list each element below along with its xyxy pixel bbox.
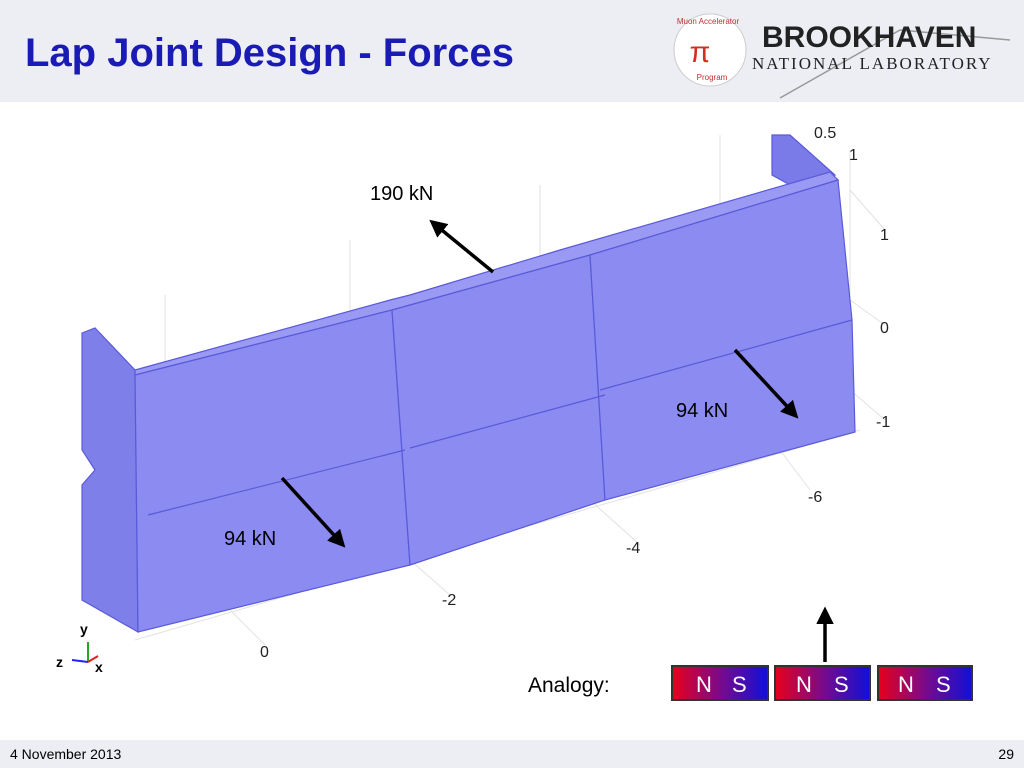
footer-date: 4 November 2013 (10, 746, 122, 762)
axis-tick: 0 (880, 320, 889, 337)
magnet (774, 665, 871, 701)
force-label: 190 kN (370, 183, 433, 205)
footer-band (0, 740, 1024, 768)
force-label: 94 kN (224, 528, 276, 550)
axis-tick: 0 (260, 644, 269, 661)
lab-name: BROOKHAVEN (762, 21, 976, 54)
magnet-north: N (696, 672, 712, 697)
axis-tick: -2 (442, 592, 456, 609)
magnet (671, 665, 769, 701)
map-logo: Muon Accelerator Program π (673, 13, 747, 87)
logo-ring-top: Muon Accelerator (677, 17, 740, 26)
triad-label: x (95, 659, 103, 675)
header-band (0, 0, 1024, 102)
triad-label: y (80, 621, 88, 637)
slide-title: Lap Joint Design - Forces (25, 31, 514, 75)
force-labels: 190 kN 94 kN 94 kN (224, 183, 728, 550)
page-number: 29 (998, 746, 1014, 762)
axis-triad: y z x (56, 621, 103, 675)
lab-subtitle: NATIONAL LABORATORY (752, 54, 993, 73)
axis-tick: -4 (626, 540, 640, 557)
logo-swoosh (779, 29, 1011, 99)
axis-tick: 1 (880, 227, 889, 244)
logo-ring-bottom: Program (697, 73, 728, 82)
axis-tick: 0.5 (814, 125, 836, 142)
force-arrows (280, 219, 834, 662)
magnet-north: N (898, 672, 914, 697)
magnet-north: N (796, 672, 812, 697)
analogy-label: Analogy: (528, 674, 610, 697)
triad-label: z (56, 654, 63, 670)
axis-ticks: 0.5 1 1 0 -1 -6 -4 -2 0 (260, 125, 890, 661)
force-label: 94 kN (676, 400, 728, 422)
logo-symbol: π (690, 36, 711, 69)
magnet-south: S (732, 672, 747, 697)
magnet-south: S (834, 672, 849, 697)
magnets: N S N S N S (671, 665, 973, 701)
magnet-south: S (936, 672, 951, 697)
magnet (877, 665, 973, 701)
logo-circle (673, 13, 747, 87)
axis-tick: -1 (876, 414, 890, 431)
axis-tick: -6 (808, 489, 822, 506)
axis-tick: 1 (849, 147, 858, 164)
beam-model (81, 134, 856, 634)
